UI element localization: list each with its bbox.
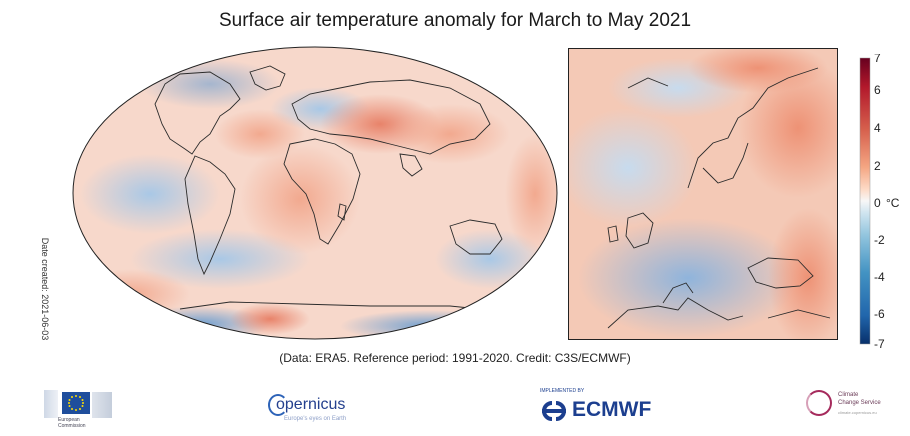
c3s-thermometer-icon <box>806 390 832 416</box>
colorbar-tick-2: 2 <box>874 159 881 173</box>
c3s-logo: Climate Change Service climate.copernicu… <box>806 386 902 426</box>
copernicus-ring-icon <box>268 394 288 416</box>
colorbar-tick-minus-7: -7 <box>874 337 885 351</box>
europe-map <box>568 48 838 340</box>
colorbar-unit: °C <box>886 196 900 210</box>
copernicus-tagline: Europe's eyes on Earth <box>284 416 347 422</box>
colorbar: 7 6 4 2 0 °C -2 -4 -6 -7 <box>859 54 900 351</box>
eu-logo-text: European Commission <box>58 417 86 429</box>
ecmwf-name: ECMWF <box>572 398 652 421</box>
copernicus-logo: opernicus Europe's eyes on Earth <box>268 392 378 428</box>
c3s-line2: Change Service <box>838 400 881 406</box>
eu-logo: European Commission <box>44 390 116 429</box>
figure-title: Surface air temperature anomaly for Marc… <box>218 10 692 31</box>
c3s-line3: climate.copernicus.eu <box>838 410 877 415</box>
world-map <box>72 46 558 340</box>
colorbar-tick-4: 4 <box>874 121 881 135</box>
c3s-line1: Climate <box>838 392 859 398</box>
ecmwf-logo: IMPLEMENTED BY ECMWF <box>534 388 674 428</box>
ecmwf-implemented-by: IMPLEMENTED BY <box>540 388 585 394</box>
colorbar-tick-minus-2: -2 <box>874 233 885 247</box>
logo-bar: European Commission opernicus Europe's e… <box>0 378 910 436</box>
colorbar-tick-7: 7 <box>874 54 881 65</box>
copernicus-name: opernicus <box>276 396 346 413</box>
ecmwf-mark-icon <box>542 401 566 421</box>
colorbar-tick-minus-6: -6 <box>874 307 885 321</box>
colorbar-gradient <box>859 57 871 345</box>
colorbar-tick-0: 0 <box>874 196 881 210</box>
colorbar-tick-minus-4: -4 <box>874 270 885 284</box>
eu-flag-icon <box>62 392 90 414</box>
data-credit: (Data: ERA5. Reference period: 1991-2020… <box>279 351 631 365</box>
colorbar-tick-6: 6 <box>874 83 881 97</box>
date-created-label: Date created: 2021-06-03 <box>40 237 50 341</box>
